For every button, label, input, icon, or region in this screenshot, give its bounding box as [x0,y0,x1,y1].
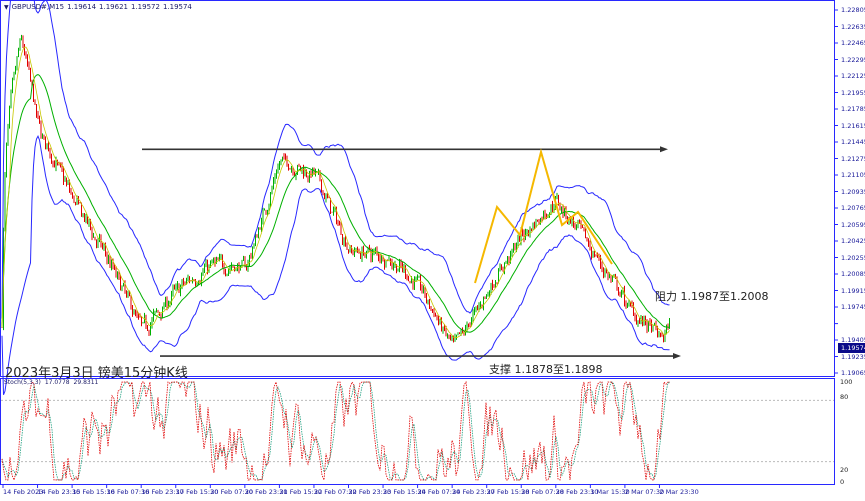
y-tick: 1.20255 [841,253,865,262]
y-tick: 1.20085 [841,270,865,278]
y-tick: 1.21105 [841,171,865,179]
collapse-triangle-icon[interactable]: ▼ [4,3,9,11]
y-tick: 1.22125 [841,72,865,80]
support-arrow-head [673,353,681,360]
x-tick: 2 Mar 23:30 [659,488,699,496]
y-tick: 1.21275 [841,154,865,163]
support-note: 支撑 1.1878至1.1898 [489,363,603,376]
x-tick: 16 Feb 23:30 [141,488,184,496]
y-tick: 1.21445 [841,138,865,146]
x-tick: 20 Feb 23:30 [244,488,288,496]
stoch-title: Stoch(5,3,3) [4,379,41,386]
y-tick: 1.19745 [841,303,865,311]
y-tick: 1.19065 [841,369,865,377]
resistance-note: 阻力 1.1987至1.2008 [655,290,769,303]
y-tick: 1.20595 [841,220,865,229]
y-tick: 1.22295 [841,55,865,64]
close-value: 1.19574 [162,3,192,11]
x-tick: 23 Feb 15:30 [383,488,426,496]
fast-moving-average-line [1,46,670,338]
y-tick: 1.21955 [841,88,865,97]
x-tick: 28 Feb 23:30 [555,488,599,496]
stoch-tick-20: 20 [840,466,849,474]
x-tick: 16 Feb 07:30 [106,488,150,496]
head-and-shoulders-pattern [474,148,613,284]
y-tick: 1.21785 [841,105,865,113]
y-tick: 1.19915 [841,286,865,295]
stoch-main-value: 17.0778 [44,379,70,386]
x-tick: 20 Feb 07:30 [210,488,253,496]
y-tick: 1.22465 [841,39,865,47]
upper-band-line [1,0,670,319]
y-tick: 1.22635 [841,22,865,31]
stoch-tick-0: 0 [840,478,845,486]
stoch-tick-80: 80 [840,393,849,401]
low-value: 1.19572 [130,3,160,11]
x-tick: 14 Feb 2023 [3,488,44,496]
y-tick: 1.19235 [841,352,865,361]
current-price-badge: 1.19574 [838,343,865,353]
y-tick: 1.20765 [841,204,865,212]
stoch-signal-line [1,381,670,481]
x-tick: 1 Mar 15:30 [590,488,630,496]
x-tick: 24 Feb 07:30 [417,488,461,496]
x-tick: 14 Feb 23:30 [37,488,81,496]
x-tick: 22 Feb 23:30 [348,488,392,496]
x-tick: 28 Feb 07:30 [521,488,564,496]
x-tick: 15 Feb 15:30 [72,488,115,496]
open-value: 1.19614 [67,3,97,11]
y-tick: 1.20425 [841,237,865,245]
y-tick: 1.19405 [841,336,865,344]
y-tick: 1.20935 [841,187,865,196]
x-tick: 17 Feb 15:30 [175,488,219,496]
stoch-signal-value: 29.8311 [73,379,99,386]
y-tick: 1.22805 [841,6,865,14]
resistance-arrow-head [660,146,668,153]
x-tick: 24 Feb 23:30 [452,488,495,496]
stoch-tick-100: 100 [840,378,853,386]
y-tick: 1.21615 [841,121,865,130]
moving-average-line [1,74,670,333]
main-panel-border [0,0,835,377]
x-tick: 2 Mar 07:30 [624,488,665,496]
stoch-label: Stoch(5,3,3) 17.0778 29.8311 [4,379,100,386]
high-value: 1.19621 [99,3,128,11]
symbol: GBPUSD#,M15 [11,3,65,11]
x-tick: 22 Feb 07:30 [313,488,357,496]
x-tick: 21 Feb 15:30 [279,488,323,496]
lower-band-line [1,135,670,395]
chart-caption: 2023年3月3日 镑美15分钟K线 [5,366,188,381]
x-tick: 27 Feb 15:30 [486,488,530,496]
stoch-main-line [1,380,670,482]
chart-title: ▼ GBPUSD#,M15 1.19614 1.19621 1.19572 1.… [4,3,192,11]
